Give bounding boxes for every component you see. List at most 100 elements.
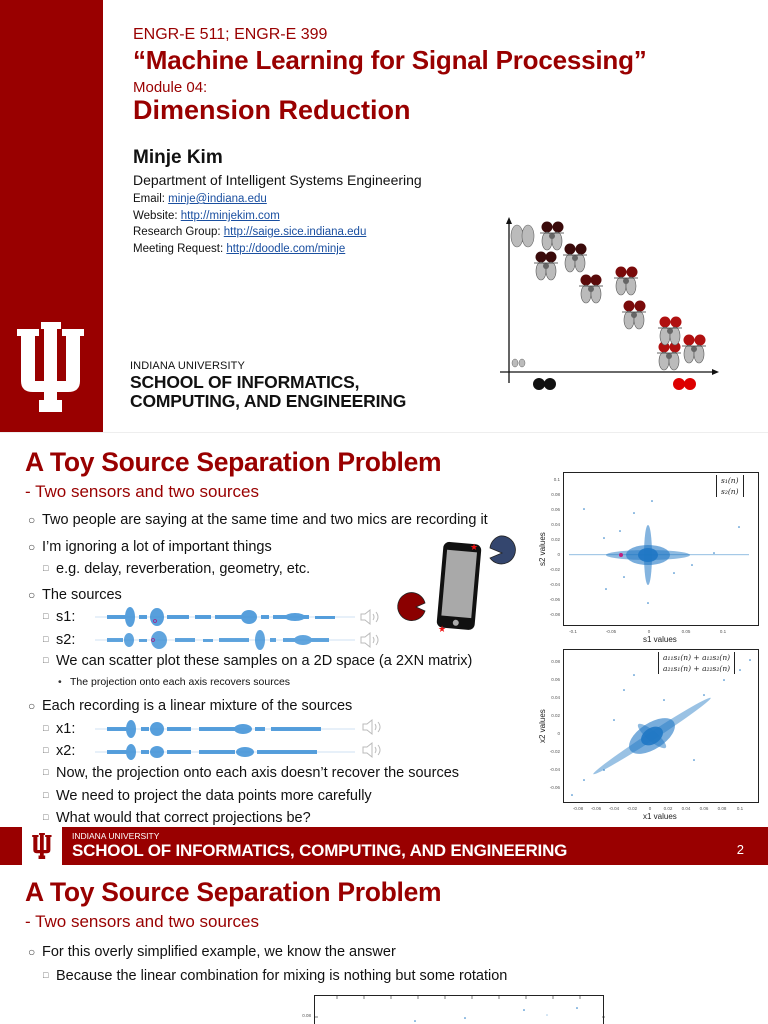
scatter-points	[571, 659, 751, 796]
department: Department of Intelligent Systems Engine…	[133, 172, 422, 188]
waveform-x1	[95, 720, 355, 738]
contact-research-group: Research Group: http://saige.sice.indian…	[133, 226, 366, 238]
svg-text:★: ★	[438, 625, 446, 635]
y-tick: 0.04	[551, 695, 560, 700]
iu-trident-logo-icon	[17, 322, 84, 412]
school-name: SCHOOL OF INFORMATICS, COMPUTING, AND EN…	[130, 373, 406, 411]
author-name: Minje Kim	[133, 147, 223, 168]
square-bullet-icon: □	[43, 611, 49, 621]
square-bullet-icon: □	[43, 790, 49, 800]
sub-bullet-item: □ We can scatter plot these samples on a …	[43, 653, 472, 669]
circle-bullet-icon: ○	[28, 588, 36, 602]
y-tick: -0.06	[549, 597, 560, 602]
plot-legend-matrix: a₁₁s₁(n) + a₁₂s₂(n) a₂₁s₁(n) + a₂₂s₂(n)	[658, 652, 736, 674]
x-tick: -0.06	[590, 806, 602, 811]
y-axis-label: x2 values	[538, 709, 547, 743]
bullet-text: We can scatter plot these samples on a 2…	[56, 653, 473, 669]
y-tick: 0.04	[551, 522, 560, 527]
plot-legend-matrix: s₁(n) s₂(n)	[716, 475, 744, 497]
source-2-icon	[489, 535, 516, 565]
bullet-text: Each recording is a linear mixture of th…	[42, 698, 353, 714]
plot-area	[314, 995, 605, 1024]
sub-bullet-item: □ x1:	[43, 721, 75, 737]
iu-trident-logo-icon	[32, 833, 52, 859]
bullet-text: For this overly simplified example, we k…	[42, 944, 396, 960]
speaker-icon[interactable]	[359, 608, 381, 626]
footer-bar: INDIANA UNIVERSITY SCHOOL OF INFORMATICS…	[0, 827, 768, 865]
bullet-text: Now, the projection onto each axis doesn…	[56, 765, 460, 781]
contact-label: Research Group:	[133, 226, 224, 238]
sub-bullet-item: □ What would that correct projections be?	[43, 810, 311, 826]
x-tick: -0.1	[569, 629, 577, 634]
sub-bullet-item: □ e.g. delay, reverberation, geometry, et…	[43, 561, 310, 577]
contact-meeting: Meeting Request: http://doodle.com/minje	[133, 243, 345, 255]
circle-bullet-icon: ○	[28, 699, 36, 713]
square-bullet-icon: □	[43, 563, 49, 573]
bullet-item: ○ I’m ignoring a lot of important things	[28, 539, 272, 555]
x-tick: -0.04	[608, 806, 620, 811]
square-bullet-icon: □	[43, 723, 49, 733]
legend-line: s₁(n)	[721, 476, 739, 485]
page-number: 2	[736, 842, 744, 857]
meeting-request-link[interactable]: http://doodle.com/minje	[226, 243, 346, 255]
legend-line: a₁₁s₁(n) + a₁₂s₂(n)	[663, 653, 731, 662]
x-tick: 0.06	[699, 806, 709, 811]
bullet-text: The projection onto each axis recovers s…	[70, 676, 291, 688]
school-name-line1: SCHOOL OF INFORMATICS,	[130, 372, 360, 392]
y-tick: -0.08	[549, 612, 560, 617]
x-tick: 0.1	[736, 806, 744, 811]
university-name: INDIANA UNIVERSITY	[130, 360, 245, 372]
sub-bullet-item: □ s2:	[43, 632, 75, 648]
speaker-icon[interactable]	[361, 718, 383, 736]
square-bullet-icon: □	[43, 970, 49, 980]
footer-school-name: SCHOOL OF INFORMATICS, COMPUTING, AND EN…	[72, 841, 568, 860]
content-slide-3: A Toy Source Separation Problem - Two se…	[0, 865, 768, 1024]
square-bullet-icon: □	[43, 745, 49, 755]
speaker-icon[interactable]	[361, 741, 383, 759]
x-tick: 0.04	[681, 806, 691, 811]
y-tick: 0.1	[553, 477, 560, 482]
legend-line: s₂(n)	[721, 487, 739, 496]
fly-scatter-illustration	[500, 217, 719, 390]
y-tick: 0.08	[551, 492, 560, 497]
source-1-icon	[397, 592, 426, 621]
x-axis-label: s1 values	[643, 635, 677, 644]
slide-title: A Toy Source Separation Problem	[25, 447, 442, 477]
school-name-line2: COMPUTING, AND ENGINEERING	[130, 391, 407, 411]
contact-email: Email: minje@indiana.edu	[133, 193, 267, 205]
slide-subtitle: - Two sensors and two sources	[25, 912, 260, 931]
x-tick: 0.05	[681, 629, 691, 634]
slide-subtitle: - Two sensors and two sources	[25, 482, 260, 501]
y-tick: 0.02	[551, 713, 560, 718]
bullet-text: The sources	[42, 587, 122, 603]
email-link[interactable]: minje@indiana.edu	[168, 193, 267, 205]
x-tick: -0.05	[605, 629, 617, 634]
website-link[interactable]: http://minjekim.com	[180, 210, 280, 222]
research-group-link[interactable]: http://saige.sice.indiana.edu	[223, 226, 367, 238]
y-tick: -0.06	[549, 785, 560, 790]
scatter-points	[315, 996, 605, 1022]
waveform-s1	[95, 607, 355, 627]
bullet-text: s2:	[56, 632, 76, 648]
y-axis-label: s2 values	[538, 532, 547, 566]
y-tick: -0.02	[549, 567, 560, 572]
y-tick: 0.08	[302, 1013, 311, 1018]
x-tick: 0	[647, 629, 651, 634]
waveform-s2	[95, 630, 355, 650]
course-codes: ENGR-E 511; ENGR-E 399	[133, 26, 328, 43]
square-bullet-icon: □	[43, 767, 49, 777]
speaker-icon[interactable]	[359, 631, 381, 649]
y-tick: -0.04	[549, 582, 560, 587]
bullet-text: x1:	[56, 721, 76, 737]
x-axis-label: x1 values	[643, 812, 677, 821]
square-bullet-icon: □	[43, 634, 49, 644]
y-tick: 0	[557, 552, 560, 557]
module-title: Dimension Reduction	[133, 95, 411, 125]
slide-title: A Toy Source Separation Problem	[25, 877, 442, 907]
scatter-plot-partial: 0.08	[290, 993, 610, 1024]
circle-bullet-icon: ○	[28, 513, 36, 527]
square-bullet-icon: □	[43, 655, 49, 665]
dot-bullet-icon: •	[58, 676, 62, 688]
bullet-text: x2:	[56, 743, 76, 759]
y-tick: 0	[557, 731, 560, 736]
